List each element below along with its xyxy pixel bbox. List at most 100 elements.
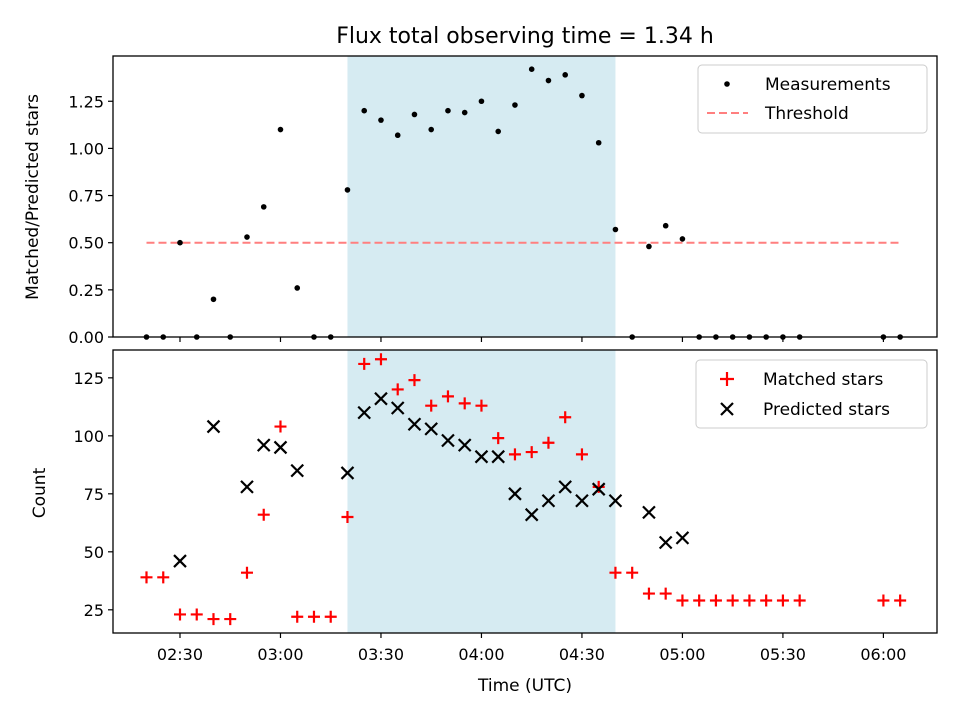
legend-measurements-label: Measurements xyxy=(765,75,891,95)
measurement-point xyxy=(579,92,585,99)
x-axis-label: Time (UTC) xyxy=(477,676,572,696)
matched-star-point xyxy=(793,594,806,607)
matched-star-point xyxy=(508,448,521,461)
measurement-point xyxy=(210,296,217,303)
matched-star-point xyxy=(776,594,789,607)
ratio-y-tick-label: 1.25 xyxy=(68,92,104,111)
matched-star-point xyxy=(642,587,655,600)
count-y-tick-label: 25 xyxy=(84,601,104,620)
matched-star-point xyxy=(743,594,756,607)
predicted-star-point xyxy=(608,494,623,508)
predicted-star-point xyxy=(290,463,305,478)
predicted-star-point xyxy=(642,505,656,520)
matched-star-point xyxy=(240,566,253,579)
ratio-x-ticks xyxy=(179,337,885,342)
matched-star-point xyxy=(291,610,304,623)
count-shaded-region xyxy=(347,350,616,633)
matched-star-point xyxy=(559,411,572,424)
measurement-point xyxy=(562,72,568,78)
x-tick-label: 04:00 xyxy=(458,645,504,664)
ratio-y-tick-label: 1.00 xyxy=(68,139,104,158)
matched-star-point xyxy=(441,390,454,403)
predicted-star-point xyxy=(675,531,690,545)
predicted-star-point xyxy=(240,480,254,494)
measurement-point xyxy=(177,239,183,246)
ratio-y-tick-label: 0.25 xyxy=(68,281,104,300)
matched-star-point xyxy=(894,594,907,607)
measurement-point xyxy=(595,139,602,146)
matched-star-point xyxy=(693,594,706,607)
measurement-point xyxy=(394,132,401,139)
ratio-plot-frame xyxy=(112,55,938,338)
measurement-point xyxy=(244,234,250,240)
ratio-panel: 0.00 0.25 0.50 0.75 1.00 1.25 Matched/Predict… xyxy=(23,55,938,347)
ratio-y-ticks: 0.00 0.25 0.50 0.75 1.00 1.25 xyxy=(68,92,113,347)
measurement-point xyxy=(662,222,669,229)
matched-star-point xyxy=(307,610,320,623)
ratio-legend: Measurements Threshold xyxy=(697,64,928,134)
matched-star-point xyxy=(274,420,287,433)
chart-title: Flux total observing time = 1.34 h xyxy=(336,24,714,49)
predicted-star-point xyxy=(407,417,422,432)
legend-matched-marker xyxy=(720,372,734,386)
matched-star-point xyxy=(224,613,237,626)
count-y-tick-label: 125 xyxy=(73,369,104,388)
matched-star-point xyxy=(157,571,170,584)
ratio-y-tick-label: 0.75 xyxy=(68,187,104,206)
measurement-point xyxy=(512,102,518,108)
ratio-y-tick-label: 0.50 xyxy=(68,234,104,253)
measurement-point xyxy=(478,98,485,105)
predicted-star-point xyxy=(424,422,438,436)
legend-predicted-label: Predicted stars xyxy=(763,400,890,420)
measurement-point xyxy=(411,111,418,118)
measurement-point xyxy=(344,187,351,193)
count-legend-box xyxy=(695,359,928,429)
matched-star-point xyxy=(324,610,337,623)
legend-matched-label: Matched stars xyxy=(763,370,883,390)
x-tick-label: 04:30 xyxy=(559,645,605,664)
ratio-shaded-region xyxy=(347,56,616,337)
x-tick-label: 03:00 xyxy=(257,645,303,664)
matched-star-point xyxy=(257,508,270,521)
measurement-point xyxy=(679,236,686,242)
legend-predicted-marker xyxy=(720,402,734,416)
matched-star-point xyxy=(760,594,773,607)
matched-star-point xyxy=(575,448,588,461)
predicted-star-point xyxy=(206,419,221,434)
predicted-star-point xyxy=(575,494,589,508)
predicted-star-point xyxy=(474,449,489,464)
count-y-tick-label: 100 xyxy=(73,427,104,446)
matched-star-point xyxy=(207,613,220,626)
measurement-point xyxy=(260,204,267,210)
predicted-star-point xyxy=(558,480,572,494)
measurement-point xyxy=(428,126,435,133)
measurement-point xyxy=(528,66,535,73)
predicted-star-point xyxy=(173,554,187,568)
matched-star-point xyxy=(374,353,387,366)
predicted-star-point xyxy=(273,440,288,455)
matched-star-point xyxy=(475,399,488,412)
matched-star-points xyxy=(140,353,907,626)
predicted-star-point xyxy=(390,401,405,415)
x-tick-label: 03:30 xyxy=(358,645,404,664)
count-y-tick-label: 50 xyxy=(84,543,104,562)
predicted-star-point xyxy=(658,535,673,550)
matched-star-point xyxy=(408,374,421,387)
matched-star-point xyxy=(173,608,186,621)
predicted-star-point xyxy=(524,507,539,522)
predicted-star-point xyxy=(591,482,606,496)
measurement-point xyxy=(445,107,451,114)
matched-star-point xyxy=(458,397,471,410)
predicted-star-point xyxy=(491,449,505,464)
x-tick-label: 05:00 xyxy=(659,645,705,664)
measurement-point xyxy=(294,285,301,291)
matched-star-point xyxy=(659,587,672,600)
matched-star-point xyxy=(709,594,722,607)
matched-star-point xyxy=(676,594,689,607)
ratio-y-axis-label: Matched/Predicted stars xyxy=(23,94,43,300)
count-y-axis-label: Count xyxy=(30,467,50,518)
predicted-star-point xyxy=(541,494,556,508)
predicted-star-point xyxy=(340,466,355,480)
matched-star-point xyxy=(341,511,354,524)
matched-star-point xyxy=(140,571,153,584)
